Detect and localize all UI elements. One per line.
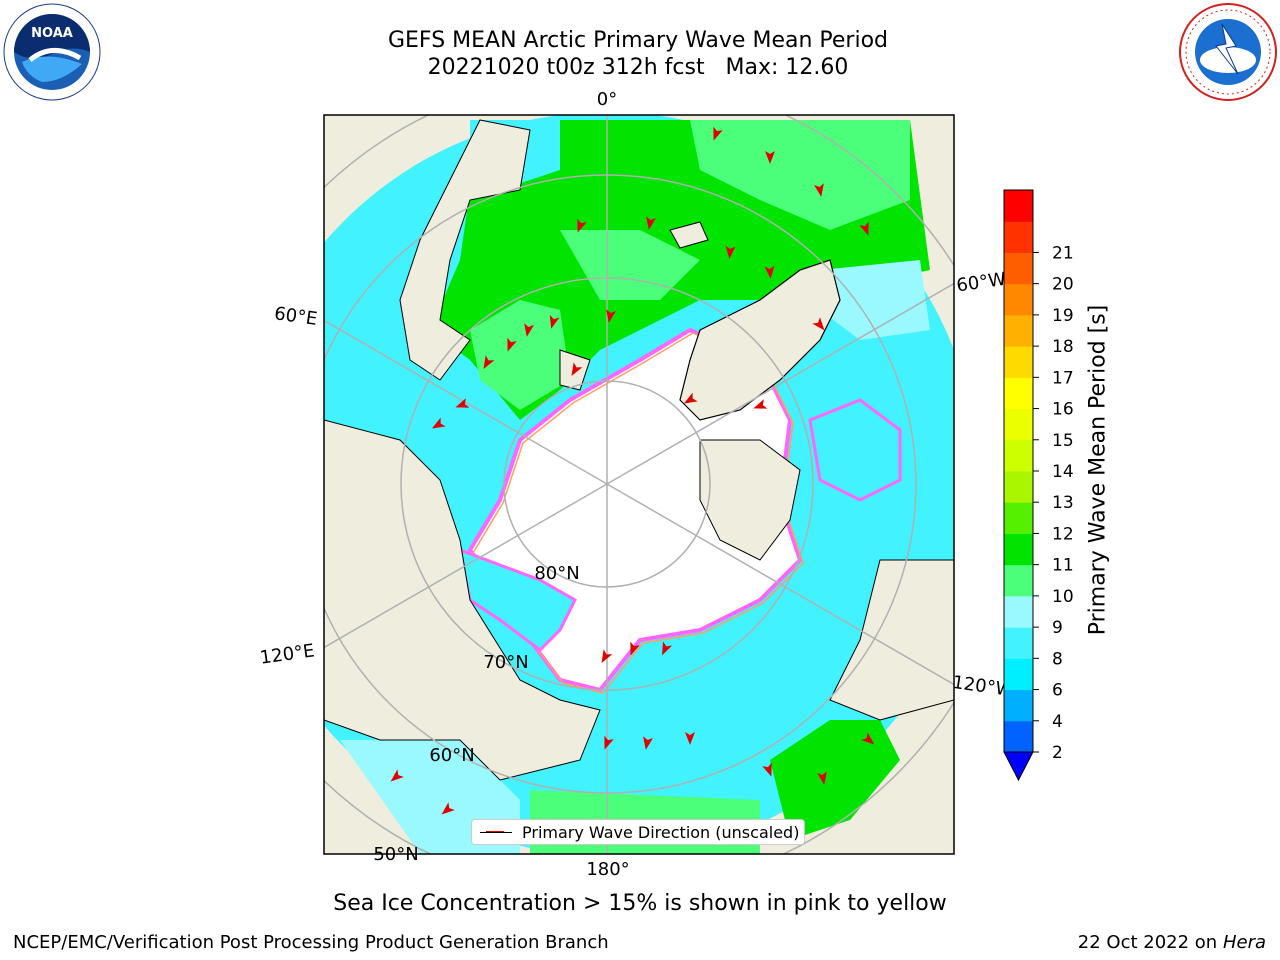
wave-arrow [606,309,616,323]
wave-direction-arrows [390,126,875,815]
wave-arrow [524,323,534,337]
colorbar-segment [1004,408,1033,441]
wave-arrow [764,265,775,279]
colorbar-segment [1004,595,1033,628]
legend-label: Primary Wave Direction (unscaled) [522,823,800,842]
colorbar-tick-label: 13 [1052,493,1074,513]
colorbar-tick-label: 12 [1052,524,1074,544]
colorbar-tick-label: 4 [1052,712,1063,732]
colorbar-tick-label: 2 [1052,743,1063,763]
wave-arrow [662,641,673,656]
wave-arrow [549,314,560,329]
wave-arrow [431,417,446,429]
colorbar-tick-label: 15 [1052,431,1074,451]
wave-arrow [455,398,470,408]
label-180: 180° [586,859,629,880]
colorbar-label: Primary Wave Mean Period [s] [1085,304,1111,636]
greenland [679,259,841,421]
label-70N: 70°N [483,652,528,673]
legend: Primary Wave Direction (unscaled) [471,819,805,845]
wave-arrow [441,802,455,815]
colorbar-tick-label: 8 [1052,649,1063,669]
colorbar-tick-label: 11 [1052,556,1074,576]
wave-arrow [630,641,640,656]
wave-arrow [646,216,656,230]
label-120E: 120°E [259,640,316,668]
wave-arrow [507,337,517,352]
colorbar-segment [1004,627,1033,659]
footer-right: 22 Oct 2022 on Hera [1078,932,1266,953]
chart-title: GEFS MEAN Arctic Primary Wave Mean Perio… [387,28,888,53]
graticule [324,115,954,854]
wave-arrow [604,735,614,750]
wave-arrow [643,736,653,750]
map-frame [323,114,955,855]
colorbar-segment [1004,502,1033,534]
wave-arrow [753,399,768,409]
colorbar-under-arrow [1003,751,1034,782]
label-0: 0° [597,89,617,110]
colorbar-tick-label: 9 [1052,618,1063,638]
colorbar-segment [1004,439,1033,472]
label-60W: 60°W [955,269,1007,297]
colorbar-segment [1004,689,1033,722]
wave-arrow [812,317,825,331]
label-60E: 60°E [273,303,319,330]
wave-arrow [483,355,495,370]
colorbar-segment [1004,346,1033,378]
wave-arrow [814,183,824,197]
colorbar-segment [1004,283,1033,316]
wave-arrow [577,218,587,233]
footer-machine: Hera [1222,932,1266,953]
colorbar-segment [1004,471,1033,503]
sea-ice-note: Sea Ice Concentration > 15% is shown in … [333,891,947,916]
noaa-logo-text: NOAA [31,26,73,41]
colorbar-tick-label: 16 [1052,400,1074,420]
wave-arrow [390,769,404,782]
wave-arrow [685,732,695,745]
footer-date: 22 Oct 2022 on [1077,932,1218,953]
wave-arrow [817,771,827,785]
colorbar-segment [1004,190,1033,222]
colorbar-segment [1004,221,1033,253]
wave-arrow [861,732,875,745]
wave-arrow [765,151,775,164]
colorbar-segment [1004,252,1033,285]
wave-arrow [859,221,869,236]
colorbar-segment [1004,377,1033,410]
chart-subtitle: 20221020 t00z 312h fcst Max: 12.60 [427,55,849,80]
colorbar-tick-label: 20 [1052,275,1074,295]
nws-logo [1179,3,1277,101]
colorbar-tick-label: 19 [1052,306,1074,326]
label-50N: 50°N [373,844,418,865]
colorbar-tick-label: 6 [1052,681,1063,701]
footer-left: NCEP/EMC/Verification Post Processing Pr… [13,932,609,953]
colorbar-segment [1004,533,1033,566]
wave-arrow [601,649,613,664]
colorbar-tick-label: 21 [1052,243,1074,263]
colorbar-tick-label: 10 [1052,587,1074,607]
wave-arrow [713,126,723,141]
colorbar-segment [1004,314,1033,347]
wave-arrow [762,762,772,777]
colorbar-tick-label: 14 [1052,462,1074,482]
noaa-logo: NOAA [3,3,101,101]
label-60N: 60°N [429,745,474,766]
colorbar-segment [1004,658,1033,691]
legend-arrow-icon [480,831,512,833]
colorbar-segment [1004,720,1033,753]
colorbar: 2 4 6 8 9 10 11 12 13 14 15 16 17 18 19 20 21 [1003,189,1074,782]
colorbar-tick-label: 18 [1052,337,1074,357]
label-80N: 80°N [534,563,579,584]
colorbar-tick-label: 17 [1052,368,1074,388]
colorbar-segment [1004,564,1033,597]
wave-arrow [571,362,583,377]
wave-arrow [683,392,698,404]
wave-arrow [725,245,736,259]
